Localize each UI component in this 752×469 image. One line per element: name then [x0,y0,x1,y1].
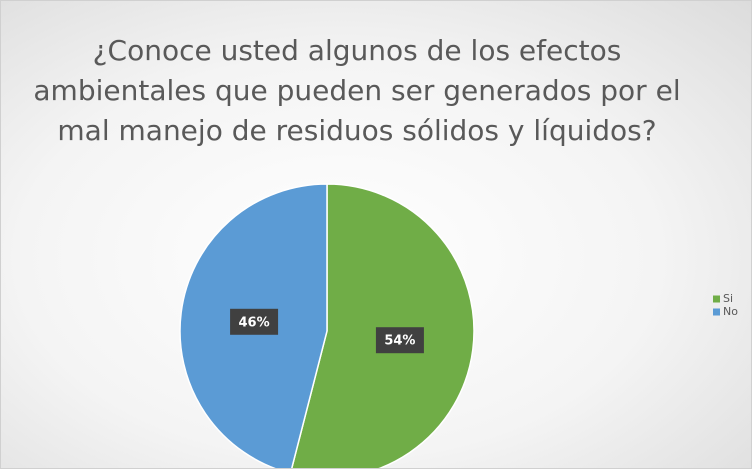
data-label-box [375,327,424,354]
legend-swatch [713,308,720,316]
pie-slice [291,183,475,468]
legend-swatch [713,295,720,303]
chart-title: ¿Conoce usted algunos de los efectos amb… [33,34,681,147]
legend-label: No [723,305,738,318]
data-label-box [230,308,279,335]
data-label: 46% [239,315,270,330]
data-label: 54% [384,334,415,349]
legend-label: Si [723,292,733,305]
